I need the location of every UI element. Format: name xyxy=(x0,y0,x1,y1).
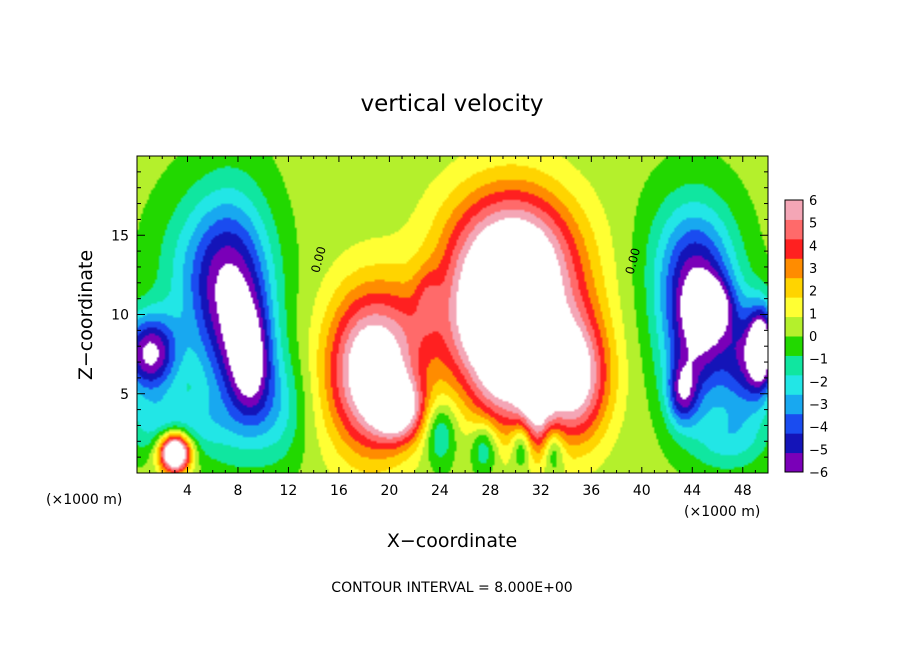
x-tick-label: 20 xyxy=(380,483,398,499)
colorbar-frame xyxy=(784,199,804,473)
colorbar-swatch xyxy=(785,277,803,298)
colorbar-swatch xyxy=(785,316,803,337)
colorbar-swatch xyxy=(785,394,803,415)
colorbar-label: 6 xyxy=(809,194,817,209)
colorbar-label: −4 xyxy=(809,421,828,436)
x-tick-label: 32 xyxy=(532,483,550,499)
contour-labels: 0.00 0.00 xyxy=(308,245,643,276)
x-tick-label: 16 xyxy=(330,483,348,499)
x-unit-left: (×1000 m) xyxy=(46,492,122,508)
x-tick-label: 24 xyxy=(431,483,449,499)
x-tick-label: 28 xyxy=(481,483,499,499)
x-unit-right: (×1000 m) xyxy=(684,504,760,520)
x-tick-label: 12 xyxy=(280,483,298,499)
colorbar-swatch xyxy=(785,374,803,395)
colorbar-label: 5 xyxy=(809,217,817,232)
colorbar-swatch xyxy=(785,433,803,454)
y-tick-label: 15 xyxy=(111,228,129,244)
chart-title: vertical velocity xyxy=(361,91,544,117)
colorbar-swatch xyxy=(785,355,803,376)
velocity-field xyxy=(137,156,768,473)
x-axis-label: X−coordinate xyxy=(387,530,517,552)
colorbar-label: −1 xyxy=(809,353,828,368)
y-tick-label: 5 xyxy=(120,387,129,403)
colorbar-swatch xyxy=(785,297,803,318)
colorbar-label: 1 xyxy=(809,307,817,322)
colorbar-swatch xyxy=(785,238,803,259)
colorbar-swatch xyxy=(785,413,803,434)
x-tick-label: 36 xyxy=(582,483,600,499)
colorbar-swatch xyxy=(785,219,803,240)
colorbar-swatch xyxy=(785,452,803,473)
colorbar-label: −3 xyxy=(809,398,828,413)
contour-label: 0.00 xyxy=(623,246,643,275)
y-tick-label: 10 xyxy=(111,308,129,324)
plot-area: 0.00 0.00 xyxy=(136,155,769,474)
colorbar-label: 2 xyxy=(809,285,817,300)
x-tick-label: 48 xyxy=(734,483,752,499)
colorbar-swatch xyxy=(785,200,803,220)
x-axis: 4 8 12 16 20 24 28 32 36 40 44 48 xyxy=(149,156,756,499)
colorbar-label: 3 xyxy=(809,262,817,277)
colorbar-label: 0 xyxy=(809,330,817,345)
contour-interval-note: CONTOUR INTERVAL = 8.000E+00 xyxy=(331,580,572,596)
x-tick-label: 8 xyxy=(233,483,242,499)
colorbar-label: −2 xyxy=(809,375,828,390)
x-tick-label: 4 xyxy=(183,483,192,499)
contour-label: 0.00 xyxy=(308,245,328,274)
y-axis-label: Z−coordinate xyxy=(75,250,97,380)
colorbar-swatch xyxy=(785,336,803,356)
colorbar-swatch xyxy=(785,258,803,279)
x-tick-label: 40 xyxy=(633,483,651,499)
colorbar-label: −6 xyxy=(809,466,828,481)
y-axis: 5 10 15 xyxy=(111,171,768,458)
colorbar: 6 5 4 3 2 1 0 −1 −2 −3 −4 −5 −6 xyxy=(784,194,828,481)
colorbar-label: 4 xyxy=(809,239,817,254)
x-tick-label: 44 xyxy=(683,483,701,499)
colorbar-label: −5 xyxy=(809,443,828,458)
